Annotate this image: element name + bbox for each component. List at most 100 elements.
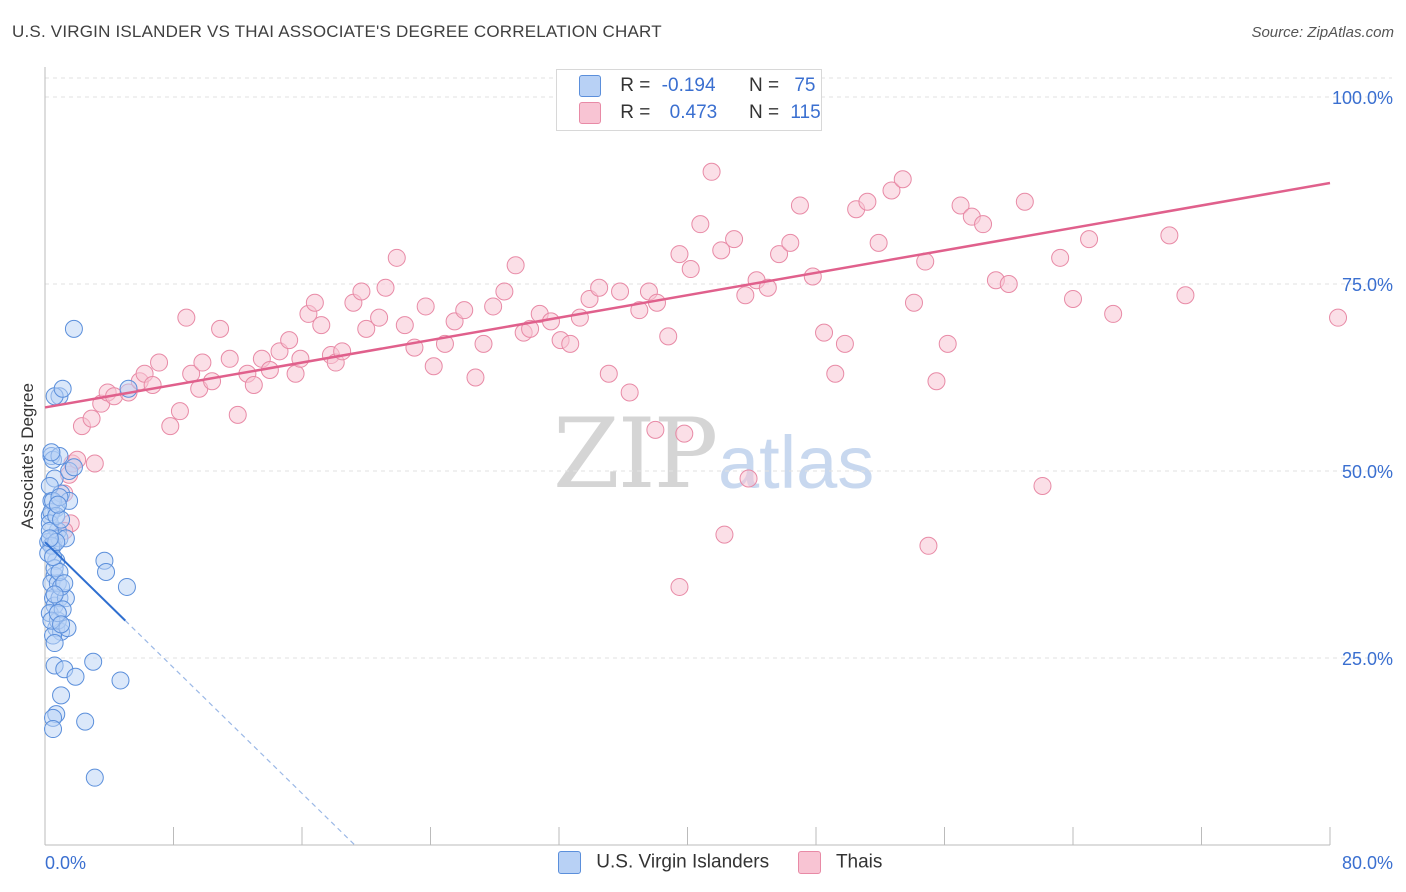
thais-point [681, 260, 700, 279]
thais-point [82, 409, 101, 428]
thais-point [352, 282, 371, 301]
legend-r-value-2: 0.473 [669, 102, 718, 124]
axes-layer [44, 67, 1331, 846]
virgin-islanders-point [85, 768, 104, 787]
thais-point [1160, 226, 1179, 245]
thais-point [424, 357, 443, 376]
thais-point [781, 233, 800, 252]
virgin-islanders-point [64, 319, 83, 338]
legend-r-value-1: -0.194 [661, 75, 716, 97]
thais-point [161, 417, 180, 436]
pink-legend-swatch [798, 851, 821, 874]
thais-point [170, 402, 189, 421]
thais-point [938, 334, 957, 353]
thais-point [826, 364, 845, 383]
trend-lines [44, 181, 1331, 846]
virgin-islanders-trend-line [44, 541, 127, 622]
virgin-islanders-point [45, 585, 64, 604]
thais-point [203, 372, 222, 391]
thais-point [620, 383, 639, 402]
thais-point [736, 286, 755, 305]
thais-point [630, 301, 649, 320]
thais-point [882, 181, 901, 200]
blue-swatch [579, 75, 601, 97]
thais-point [599, 364, 618, 383]
thais-point [280, 331, 299, 350]
bottom-legend-label-2: Thais [835, 851, 883, 873]
x-tick-label-min: 0.0% [45, 853, 86, 873]
thais-point [1051, 248, 1070, 267]
y-axis-title: Associate's Degree [18, 383, 37, 529]
thais-point [659, 327, 678, 346]
virgin-islanders-point [52, 686, 71, 705]
thais-point [561, 334, 580, 353]
thais-point [904, 293, 923, 312]
virgin-islanders-point [97, 562, 116, 581]
thais-point [541, 312, 560, 331]
thais-point [675, 424, 694, 443]
chart-title: U.S. VIRGIN ISLANDER VS THAI ASSOCIATE'S… [12, 22, 662, 41]
thais-trend-line [44, 181, 1331, 409]
thais-point [220, 349, 239, 368]
thais-point [466, 368, 485, 387]
thais-point [758, 278, 777, 297]
thais-point [506, 256, 525, 275]
virgin-islanders-point [52, 510, 71, 529]
virgin-islanders-point [53, 379, 72, 398]
virgin-islanders-point [42, 443, 61, 462]
thais-point [670, 577, 689, 596]
series-thais-points [55, 162, 1348, 596]
thais-point [370, 308, 389, 327]
virgin-islanders-trend-extension [124, 620, 356, 846]
thais-point [387, 248, 406, 267]
thais-point [611, 282, 630, 301]
thais-point [691, 215, 710, 234]
thais-point [790, 196, 809, 215]
thais-point [395, 316, 414, 335]
thais-point [951, 196, 970, 215]
legend-n-value-1: 75 [794, 75, 816, 97]
thais-point [1064, 289, 1082, 308]
thais-point [193, 353, 212, 372]
watermark-zip: ZIP [553, 398, 718, 510]
y-tick-label: 25.0% [1342, 649, 1393, 669]
thais-point [1015, 192, 1034, 211]
thais-point [919, 536, 938, 555]
thais-point [474, 334, 493, 353]
legend-row-thais: R = 0.473 N = 115 [579, 102, 821, 126]
thais-point [712, 241, 731, 260]
legend-row-virgin-islanders: R = -0.194 N = 75 [579, 75, 815, 99]
thais-point [974, 215, 993, 234]
thais-point [357, 319, 376, 338]
virgin-islanders-point [84, 652, 103, 671]
thais-point [177, 308, 196, 327]
thais-point [416, 297, 435, 316]
virgin-islanders-point [76, 712, 95, 731]
thais-point [893, 170, 912, 189]
thais-point [1104, 304, 1123, 323]
thais-point [835, 334, 854, 353]
thais-point [739, 469, 758, 488]
thais-point [927, 372, 946, 391]
virgin-islanders-point [48, 495, 67, 514]
thais-point [495, 282, 514, 301]
source-attribution: Source: ZipAtlas.com [1251, 24, 1394, 41]
virgin-islanders-point [45, 634, 64, 653]
thais-point [999, 275, 1018, 293]
thais-point [244, 375, 263, 394]
thais-point [312, 316, 331, 335]
y-tick-label: 100.0% [1332, 88, 1393, 108]
virgin-islanders-point [40, 529, 59, 548]
thais-point [815, 323, 834, 342]
virgin-islanders-point [64, 458, 83, 477]
legend-n-label-2: N = [748, 102, 780, 124]
thais-point [435, 334, 454, 353]
thais-point [484, 297, 503, 316]
thais-point [702, 162, 721, 181]
thais-point [715, 525, 734, 544]
virgin-islanders-point [111, 671, 130, 690]
thais-point [646, 420, 665, 439]
watermark-atlas: atlas [718, 421, 875, 504]
thais-point [770, 245, 789, 264]
